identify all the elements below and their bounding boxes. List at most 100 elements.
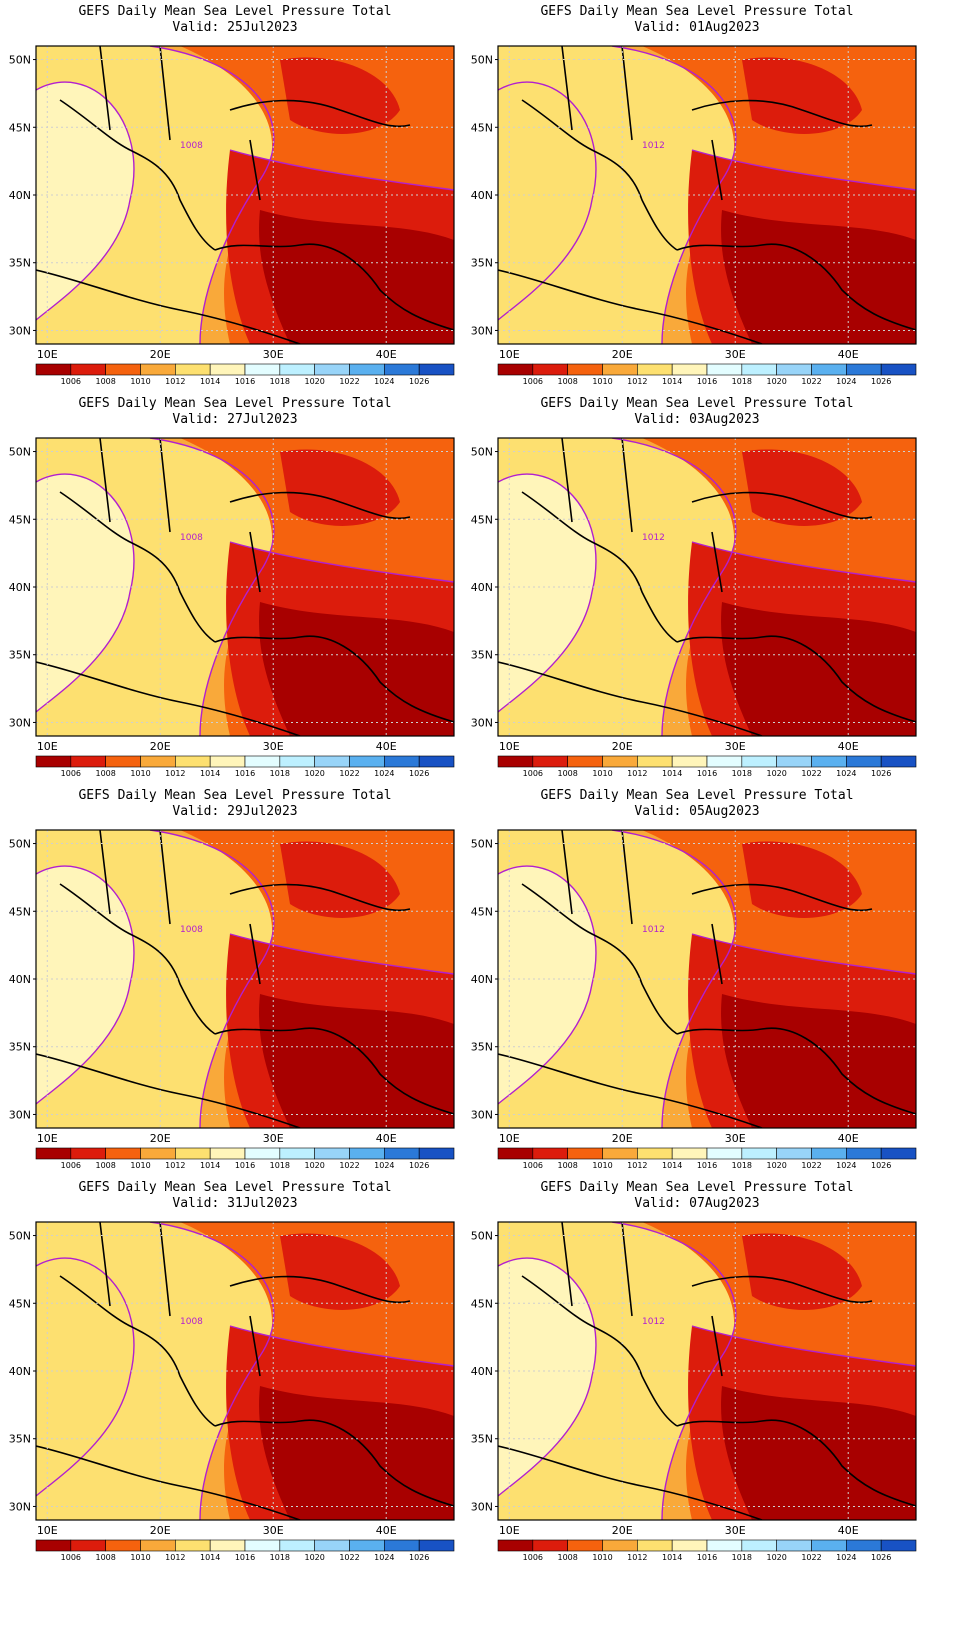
colorbar-label: 1014 (200, 1553, 220, 1562)
pressure-band (36, 474, 134, 712)
panel-valid-date: Valid: 31Jul2023 (172, 1196, 298, 1211)
colorbar-swatch (349, 1539, 385, 1552)
colorbar-swatch (602, 1147, 638, 1160)
x-tick-label: 20E (612, 1524, 633, 1537)
y-tick-label: 40N (9, 189, 31, 202)
colorbar-label: 1018 (270, 377, 290, 386)
contour-label: 1008 (180, 533, 203, 543)
colorbar-label: 1026 (409, 769, 429, 778)
colorbar-label: 1022 (339, 1553, 359, 1562)
coastline (36, 269, 301, 344)
colorbar-swatch (532, 1539, 568, 1552)
isobar (611, 830, 737, 1128)
colorbar-label: 1012 (165, 1553, 185, 1562)
colorbar-swatch (567, 363, 603, 376)
contour-label: 1012 (642, 1317, 665, 1327)
colorbar-swatch (314, 755, 350, 768)
panel-title-line: GEFS Daily Mean Sea Level Pressure Total (78, 396, 392, 411)
y-tick-label: 50N (471, 838, 493, 851)
coastline (229, 99, 411, 128)
isobar (149, 46, 275, 344)
coastline (691, 99, 873, 128)
colorbar-label: 1026 (871, 377, 891, 386)
colorbar-label: 1006 (523, 1553, 543, 1562)
colorbar-label: 1024 (374, 1161, 394, 1170)
colorbar-swatch (279, 755, 315, 768)
pressure-map: 1008 50N 45N 40N 35N 30N 10E 20E 30E 40E 1006 1008 1… (9, 1221, 455, 1562)
map-panel: GEFS Daily Mean Sea Level Pressure Total… (462, 784, 932, 1184)
y-tick-label: 50N (471, 1230, 493, 1243)
colorbar-swatch (35, 755, 72, 768)
colorbar-label: 1022 (339, 377, 359, 386)
coastline (521, 99, 678, 251)
coastline (214, 635, 454, 723)
colorbar-swatch (418, 1147, 455, 1160)
panel-title-line: GEFS Daily Mean Sea Level Pressure Total (78, 788, 392, 803)
colorbar-swatch (140, 1147, 176, 1160)
y-tick-label: 50N (471, 54, 493, 67)
contour-label: 1012 (642, 141, 665, 151)
coastline (214, 243, 454, 331)
colorbar-swatch (741, 363, 777, 376)
pressure-band (280, 57, 400, 134)
colorbar-label: 1012 (627, 1161, 647, 1170)
colorbar-label: 1016 (235, 377, 255, 386)
colorbar-label: 1018 (270, 1161, 290, 1170)
panel-title-line: GEFS Daily Mean Sea Level Pressure Total (540, 4, 854, 19)
coastline (36, 661, 301, 736)
isobar (36, 81, 135, 321)
contour-label: 1008 (180, 925, 203, 935)
x-tick-label: 40E (838, 348, 859, 361)
x-tick-label: 40E (376, 1132, 397, 1145)
colorbar-swatch (105, 1147, 141, 1160)
colorbar-label: 1010 (592, 377, 612, 386)
contour-label: 1012 (642, 533, 665, 543)
colorbar-swatch (175, 755, 211, 768)
y-tick-label: 35N (9, 1433, 31, 1446)
coastline (36, 1445, 301, 1520)
colorbar-swatch (637, 1147, 673, 1160)
panel-title-line: GEFS Daily Mean Sea Level Pressure Total (540, 396, 854, 411)
y-tick-label: 45N (471, 513, 493, 526)
colorbar-swatch (811, 755, 847, 768)
pressure-band (742, 449, 862, 526)
colorbar-label: 1010 (130, 1161, 150, 1170)
colorbar-swatch (497, 1539, 534, 1552)
map-panel: GEFS Daily Mean Sea Level Pressure Total… (0, 392, 470, 792)
colorbar-label: 1014 (200, 769, 220, 778)
colorbar-swatch (671, 755, 708, 768)
coastline (59, 1275, 216, 1427)
colorbar-label: 1020 (766, 1553, 786, 1562)
y-tick-label: 30N (471, 324, 493, 337)
coastline (229, 883, 411, 912)
panel-valid-date: Valid: 27Jul2023 (172, 412, 298, 427)
panel-title: GEFS Daily Mean Sea Level Pressure Total… (462, 1180, 932, 1212)
colorbar-swatch (384, 363, 420, 376)
colorbar-swatch (70, 363, 106, 376)
colorbar-swatch (140, 755, 176, 768)
colorbar-swatch (418, 755, 455, 768)
y-tick-label: 50N (9, 1230, 31, 1243)
colorbar-label: 1008 (95, 1553, 115, 1562)
colorbar-swatch (279, 1147, 315, 1160)
colorbar-swatch (880, 755, 917, 768)
pressure-band (280, 841, 400, 918)
isobar (611, 1222, 737, 1520)
colorbar-label: 1012 (627, 769, 647, 778)
colorbar-label: 1014 (200, 1161, 220, 1170)
colorbar-swatch (532, 363, 568, 376)
colorbar-label: 1008 (95, 1161, 115, 1170)
coastline (229, 491, 411, 520)
y-tick-label: 50N (9, 838, 31, 851)
colorbar-swatch (279, 363, 315, 376)
panel-title-line: GEFS Daily Mean Sea Level Pressure Total (540, 788, 854, 803)
x-tick-label: 20E (612, 740, 633, 753)
colorbar-swatch (741, 1539, 777, 1552)
panel-valid-date: Valid: 01Aug2023 (634, 20, 760, 35)
x-tick-label: 10E (37, 740, 58, 753)
x-tick-label: 40E (838, 1132, 859, 1145)
x-tick-label: 30E (263, 1524, 284, 1537)
colorbar-label: 1016 (697, 1553, 717, 1562)
colorbar-swatch (349, 755, 385, 768)
colorbar-swatch (567, 1539, 603, 1552)
